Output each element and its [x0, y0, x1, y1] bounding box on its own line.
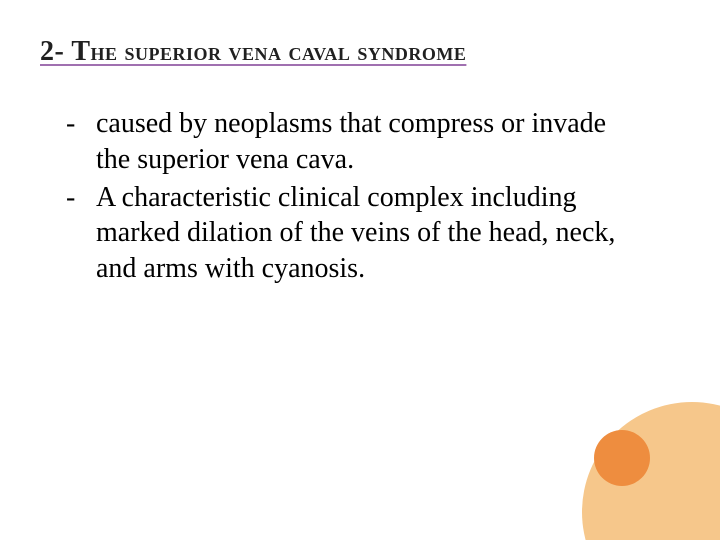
slide-title: 2- The superior vena caval syndrome [40, 36, 670, 68]
slide-content: - caused by neoplasms that compress or i… [40, 106, 670, 287]
bullet-list: - caused by neoplasms that compress or i… [96, 106, 630, 287]
list-item: - caused by neoplasms that compress or i… [96, 106, 630, 178]
bullet-marker: - [66, 180, 75, 216]
bullet-text: caused by neoplasms that compress or inv… [96, 108, 606, 175]
list-item: - A characteristic clinical complex incl… [96, 180, 630, 287]
bullet-marker: - [66, 106, 75, 142]
title-prefix: 2- T [40, 36, 91, 67]
title-rest: he superior vena caval syndrome [91, 37, 467, 66]
decor-circle-small [594, 430, 650, 486]
slide: 2- The superior vena caval syndrome - ca… [0, 0, 720, 540]
bullet-text: A characteristic clinical complex includ… [96, 182, 615, 285]
